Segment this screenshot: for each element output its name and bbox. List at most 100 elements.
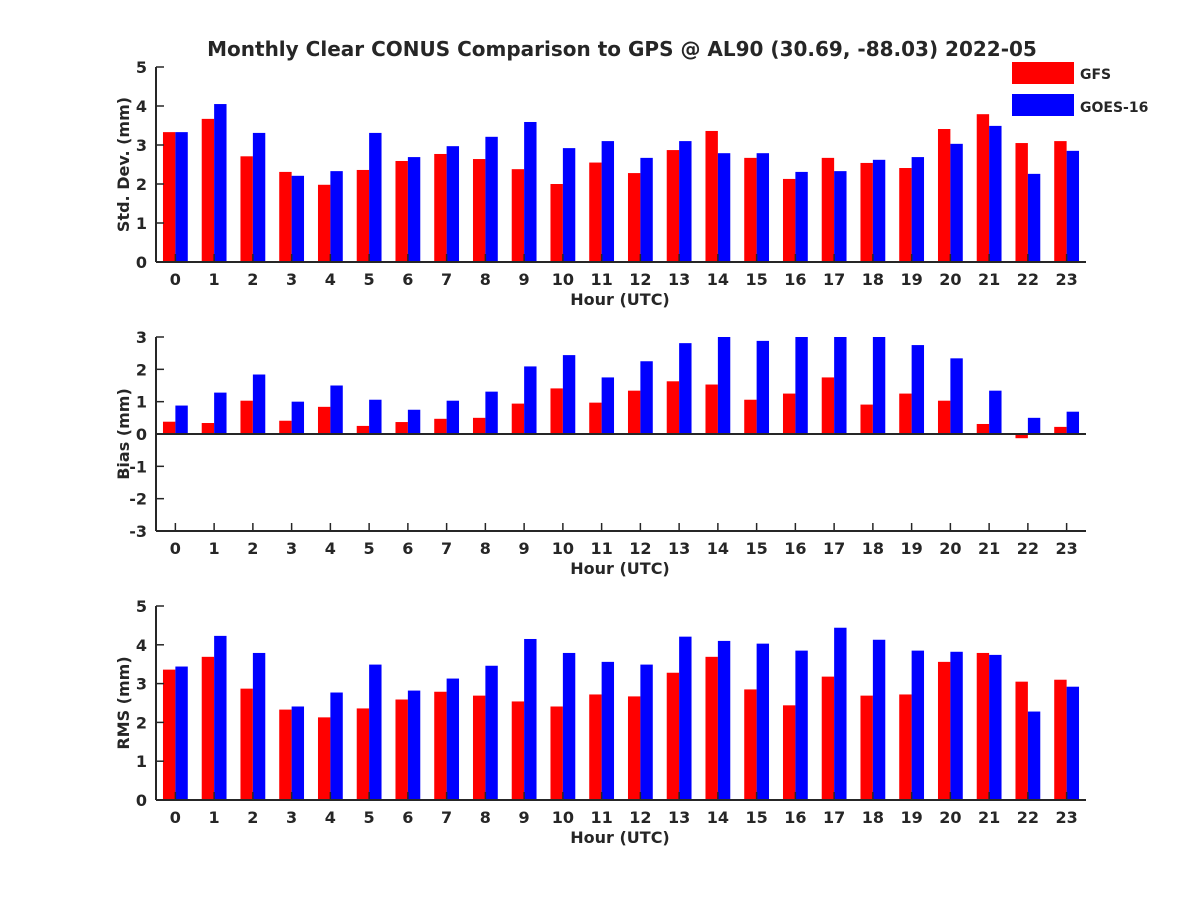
bar-gfs-hour-12 — [627, 173, 641, 262]
bar-gfs-hour-14 — [705, 384, 718, 434]
y-axis-label: Std. Dev. (mm) — [114, 97, 133, 232]
bar-goes16-hour-0 — [175, 132, 188, 262]
bar-goes16-hour-11 — [601, 661, 615, 800]
y-tick-label: 3 — [136, 328, 147, 347]
x-tick-label: 23 — [1055, 270, 1077, 289]
bar-gfs-hour-17 — [821, 676, 835, 800]
bar-gfs-hour-18 — [860, 162, 873, 262]
x-tick-label: 7 — [441, 270, 452, 289]
x-tick-label: 23 — [1055, 539, 1077, 558]
x-tick-label: 2 — [247, 539, 258, 558]
y-tick-label: 3 — [136, 136, 147, 155]
y-tick-label: -1 — [129, 457, 147, 476]
bar-goes16-hour-8 — [485, 391, 498, 434]
bar-gfs-hour-16 — [782, 705, 796, 800]
y-tick-label: 2 — [136, 360, 147, 379]
bar-gfs-hour-2 — [240, 688, 253, 800]
x-tick-label: 11 — [590, 539, 612, 558]
bar-goes16-hour-22 — [1027, 173, 1041, 262]
x-tick-label: 4 — [325, 270, 336, 289]
legend-swatch-gfs — [1012, 62, 1074, 84]
bar-gfs-hour-5 — [356, 169, 370, 262]
x-tick-label: 18 — [862, 270, 884, 289]
bar-goes16-hour-12 — [640, 157, 653, 262]
bar-gfs-hour-13 — [666, 381, 680, 434]
legend-label-gfs: GFS — [1080, 67, 1111, 83]
bar-goes16-hour-1 — [214, 392, 227, 434]
bar-goes16-hour-22 — [1027, 711, 1041, 800]
x-tick-label: 14 — [707, 270, 729, 289]
bar-goes16-hour-1 — [214, 104, 227, 262]
x-tick-label: 8 — [480, 270, 491, 289]
bar-gfs-hour-6 — [395, 422, 408, 434]
bar-gfs-hour-22 — [1015, 681, 1028, 800]
bar-gfs-hour-23 — [1054, 679, 1067, 800]
x-tick-label: 10 — [552, 808, 574, 827]
bar-gfs-hour-0 — [162, 421, 176, 434]
bar-goes16-hour-15 — [756, 643, 770, 800]
x-tick-label: 13 — [668, 539, 690, 558]
legend-label-goes16: GOES-16 — [1080, 100, 1148, 116]
bar-gfs-hour-3 — [279, 709, 292, 800]
bar-goes16-hour-21 — [989, 390, 1002, 434]
x-axis-label: Hour (UTC) — [570, 559, 670, 578]
bar-goes16-hour-2 — [252, 374, 266, 434]
bar-gfs-hour-23 — [1054, 141, 1067, 262]
x-tick-label: 16 — [784, 539, 806, 558]
bar-goes16-hour-9 — [524, 366, 537, 434]
bar-goes16-hour-20 — [950, 358, 963, 434]
bar-gfs-hour-4 — [317, 184, 331, 262]
x-tick-label: 1 — [209, 270, 220, 289]
bar-gfs-hour-2 — [240, 400, 253, 434]
bar-gfs-hour-8 — [472, 417, 486, 434]
bar-gfs-hour-16 — [782, 178, 796, 262]
bar-gfs-hour-18 — [860, 404, 873, 434]
bar-goes16-hour-13 — [679, 636, 692, 800]
bar-gfs-hour-7 — [434, 153, 447, 262]
x-tick-label: 15 — [745, 808, 767, 827]
bar-goes16-hour-23 — [1066, 686, 1080, 800]
x-tick-label: 11 — [590, 808, 612, 827]
x-tick-label: 20 — [939, 539, 961, 558]
bar-gfs-hour-21 — [976, 652, 990, 800]
bar-gfs-hour-4 — [317, 717, 331, 800]
x-axis-label: Hour (UTC) — [570, 290, 670, 309]
bar-goes16-hour-11 — [601, 377, 615, 434]
bar-goes16-hour-17 — [834, 171, 847, 262]
x-tick-label: 1 — [209, 539, 220, 558]
bar-goes16-hour-6 — [407, 157, 421, 262]
x-tick-label: 19 — [900, 270, 922, 289]
bar-gfs-hour-8 — [472, 159, 486, 262]
bar-gfs-hour-21 — [976, 114, 990, 262]
bar-goes16-hour-4 — [330, 385, 343, 434]
x-tick-label: 6 — [402, 270, 413, 289]
bar-goes16-hour-2 — [252, 652, 266, 800]
bar-goes16-hour-5 — [369, 664, 382, 800]
x-tick-label: 3 — [286, 539, 297, 558]
bar-gfs-hour-5 — [356, 425, 370, 434]
bar-gfs-hour-7 — [434, 418, 447, 434]
bar-goes16-hour-21 — [989, 125, 1002, 262]
y-tick-label: 4 — [136, 97, 147, 116]
bar-gfs-hour-12 — [627, 390, 641, 434]
bar-goes16-hour-3 — [291, 401, 305, 434]
bar-goes16-hour-8 — [485, 665, 498, 800]
bar-goes16-hour-19 — [911, 650, 925, 800]
bar-goes16-hour-10 — [562, 355, 576, 434]
bar-gfs-hour-22 — [1015, 143, 1028, 262]
bar-goes16-hour-11 — [601, 141, 615, 262]
bar-gfs-hour-14 — [705, 130, 718, 262]
y-tick-label: 0 — [136, 425, 147, 444]
x-tick-label: 7 — [441, 808, 452, 827]
bar-gfs-hour-22 — [1015, 434, 1028, 439]
x-tick-label: 3 — [286, 808, 297, 827]
bar-gfs-hour-13 — [666, 672, 680, 800]
x-tick-label: 5 — [364, 270, 375, 289]
bar-goes16-hour-7 — [446, 678, 460, 800]
x-tick-label: 19 — [900, 539, 922, 558]
bar-goes16-hour-18 — [872, 159, 886, 262]
x-tick-label: 15 — [745, 539, 767, 558]
y-tick-label: 5 — [136, 58, 147, 77]
